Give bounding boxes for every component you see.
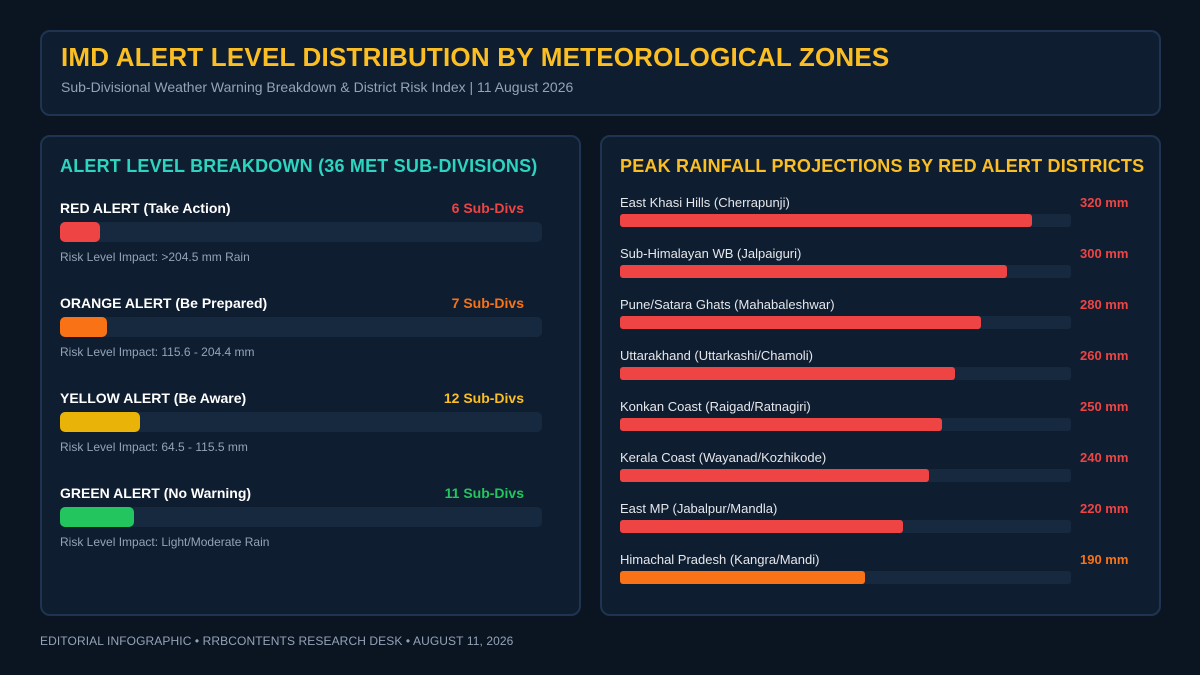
rainfall-bar <box>620 520 903 533</box>
rainfall-projections-panel: PEAK RAINFALL PROJECTIONS BY RED ALERT D… <box>600 135 1161 616</box>
rainfall-value: 280 mm <box>1080 297 1129 312</box>
rainfall-row: Kerala Coast (Wayanad/Kozhikode) 240 mm <box>620 450 1140 490</box>
rainfall-value: 250 mm <box>1080 399 1129 414</box>
alert-bar-track <box>60 412 542 432</box>
alert-impact-text: Risk Level Impact: >204.5 mm Rain <box>60 250 250 264</box>
rainfall-value: 190 mm <box>1080 552 1129 567</box>
alert-label: ORANGE ALERT (Be Prepared) <box>60 295 268 311</box>
district-label: Uttarakhand (Uttarkashi/Chamoli) <box>620 348 813 363</box>
header-panel: IMD ALERT LEVEL DISTRIBUTION BY METEOROL… <box>40 30 1161 116</box>
alert-label: RED ALERT (Take Action) <box>60 200 231 216</box>
rainfall-value: 220 mm <box>1080 501 1129 516</box>
alert-label: YELLOW ALERT (Be Aware) <box>60 390 247 406</box>
alert-impact-text: Risk Level Impact: 115.6 - 204.4 mm <box>60 345 255 359</box>
rainfall-bar <box>620 265 1007 278</box>
rainfall-value: 320 mm <box>1080 195 1129 210</box>
district-label: Sub-Himalayan WB (Jalpaiguri) <box>620 246 802 261</box>
alert-bar <box>60 412 140 432</box>
page-subtitle: Sub-Divisional Weather Warning Breakdown… <box>61 79 574 95</box>
rainfall-value: 240 mm <box>1080 450 1129 465</box>
rainfall-bar <box>620 367 955 380</box>
alert-bar-track <box>60 507 542 527</box>
alert-impact-text: Risk Level Impact: 64.5 - 115.5 mm <box>60 440 248 454</box>
alert-bar <box>60 222 100 242</box>
alert-breakdown-panel: ALERT LEVEL BREAKDOWN (36 MET SUB-DIVISI… <box>40 135 581 616</box>
rainfall-row: East Khasi Hills (Cherrapunji) 320 mm <box>620 195 1140 235</box>
rainfall-row: Uttarakhand (Uttarkashi/Chamoli) 260 mm <box>620 348 1140 388</box>
alert-count: 11 Sub-Divs <box>444 485 524 501</box>
rainfall-bar <box>620 214 1032 227</box>
page-title: IMD ALERT LEVEL DISTRIBUTION BY METEOROL… <box>61 42 890 72</box>
rainfall-bar-track <box>620 469 1071 482</box>
rainfall-bar-track <box>620 367 1071 380</box>
rainfall-bar-track <box>620 214 1071 227</box>
rainfall-bar <box>620 316 981 329</box>
rainfall-bar <box>620 571 865 584</box>
rainfall-bar <box>620 469 929 482</box>
alert-label: GREEN ALERT (No Warning) <box>60 485 252 501</box>
alert-impact-text: Risk Level Impact: Light/Moderate Rain <box>60 535 270 549</box>
rainfall-row: East MP (Jabalpur/Mandla) 220 mm <box>620 501 1140 541</box>
rainfall-row: Himachal Pradesh (Kangra/Mandi) 190 mm <box>620 552 1140 592</box>
district-label: Pune/Satara Ghats (Mahabaleshwar) <box>620 297 835 312</box>
district-label: Konkan Coast (Raigad/Ratnagiri) <box>620 399 811 414</box>
rainfall-row: Konkan Coast (Raigad/Ratnagiri) 250 mm <box>620 399 1140 439</box>
district-label: East Khasi Hills (Cherrapunji) <box>620 195 790 210</box>
alert-row: ORANGE ALERT (Be Prepared) 7 Sub-Divs Risk… <box>60 295 542 375</box>
district-label: Kerala Coast (Wayanad/Kozhikode) <box>620 450 827 465</box>
rainfall-bar-track <box>620 316 1071 329</box>
alert-count: 7 Sub-Divs <box>451 295 524 311</box>
rainfall-row: Sub-Himalayan WB (Jalpaiguri) 300 mm <box>620 246 1140 286</box>
alert-bar <box>60 317 107 337</box>
rainfall-bar-track <box>620 265 1071 278</box>
alert-breakdown-title: ALERT LEVEL BREAKDOWN (36 MET SUB-DIVISI… <box>60 156 538 176</box>
alert-row: GREEN ALERT (No Warning) 11 Sub-Divs Risk … <box>60 485 542 565</box>
rainfall-value: 300 mm <box>1080 246 1129 261</box>
rainfall-value: 260 mm <box>1080 348 1129 363</box>
rainfall-bar-track <box>620 520 1071 533</box>
alert-bar <box>60 507 134 527</box>
alert-count: 12 Sub-Divs <box>443 390 524 406</box>
footer-credit: EDITORIAL INFOGRAPHIC • RRBCONTENTS RESE… <box>40 634 514 648</box>
rainfall-bar <box>620 418 942 431</box>
district-label: Himachal Pradesh (Kangra/Mandi) <box>620 552 820 567</box>
alert-row: RED ALERT (Take Action) 6 Sub-Divs Risk Le… <box>60 200 542 280</box>
alert-bar-track <box>60 222 542 242</box>
alert-count: 6 Sub-Divs <box>451 200 524 216</box>
rainfall-row: Pune/Satara Ghats (Mahabaleshwar) 280 mm <box>620 297 1140 337</box>
alert-row: YELLOW ALERT (Be Aware) 12 Sub-Divs Risk L… <box>60 390 542 470</box>
rainfall-bar-track <box>620 571 1071 584</box>
rainfall-bar-track <box>620 418 1071 431</box>
district-label: East MP (Jabalpur/Mandla) <box>620 501 778 516</box>
rainfall-projections-title: PEAK RAINFALL PROJECTIONS BY RED ALERT D… <box>620 156 1145 176</box>
alert-bar-track <box>60 317 542 337</box>
